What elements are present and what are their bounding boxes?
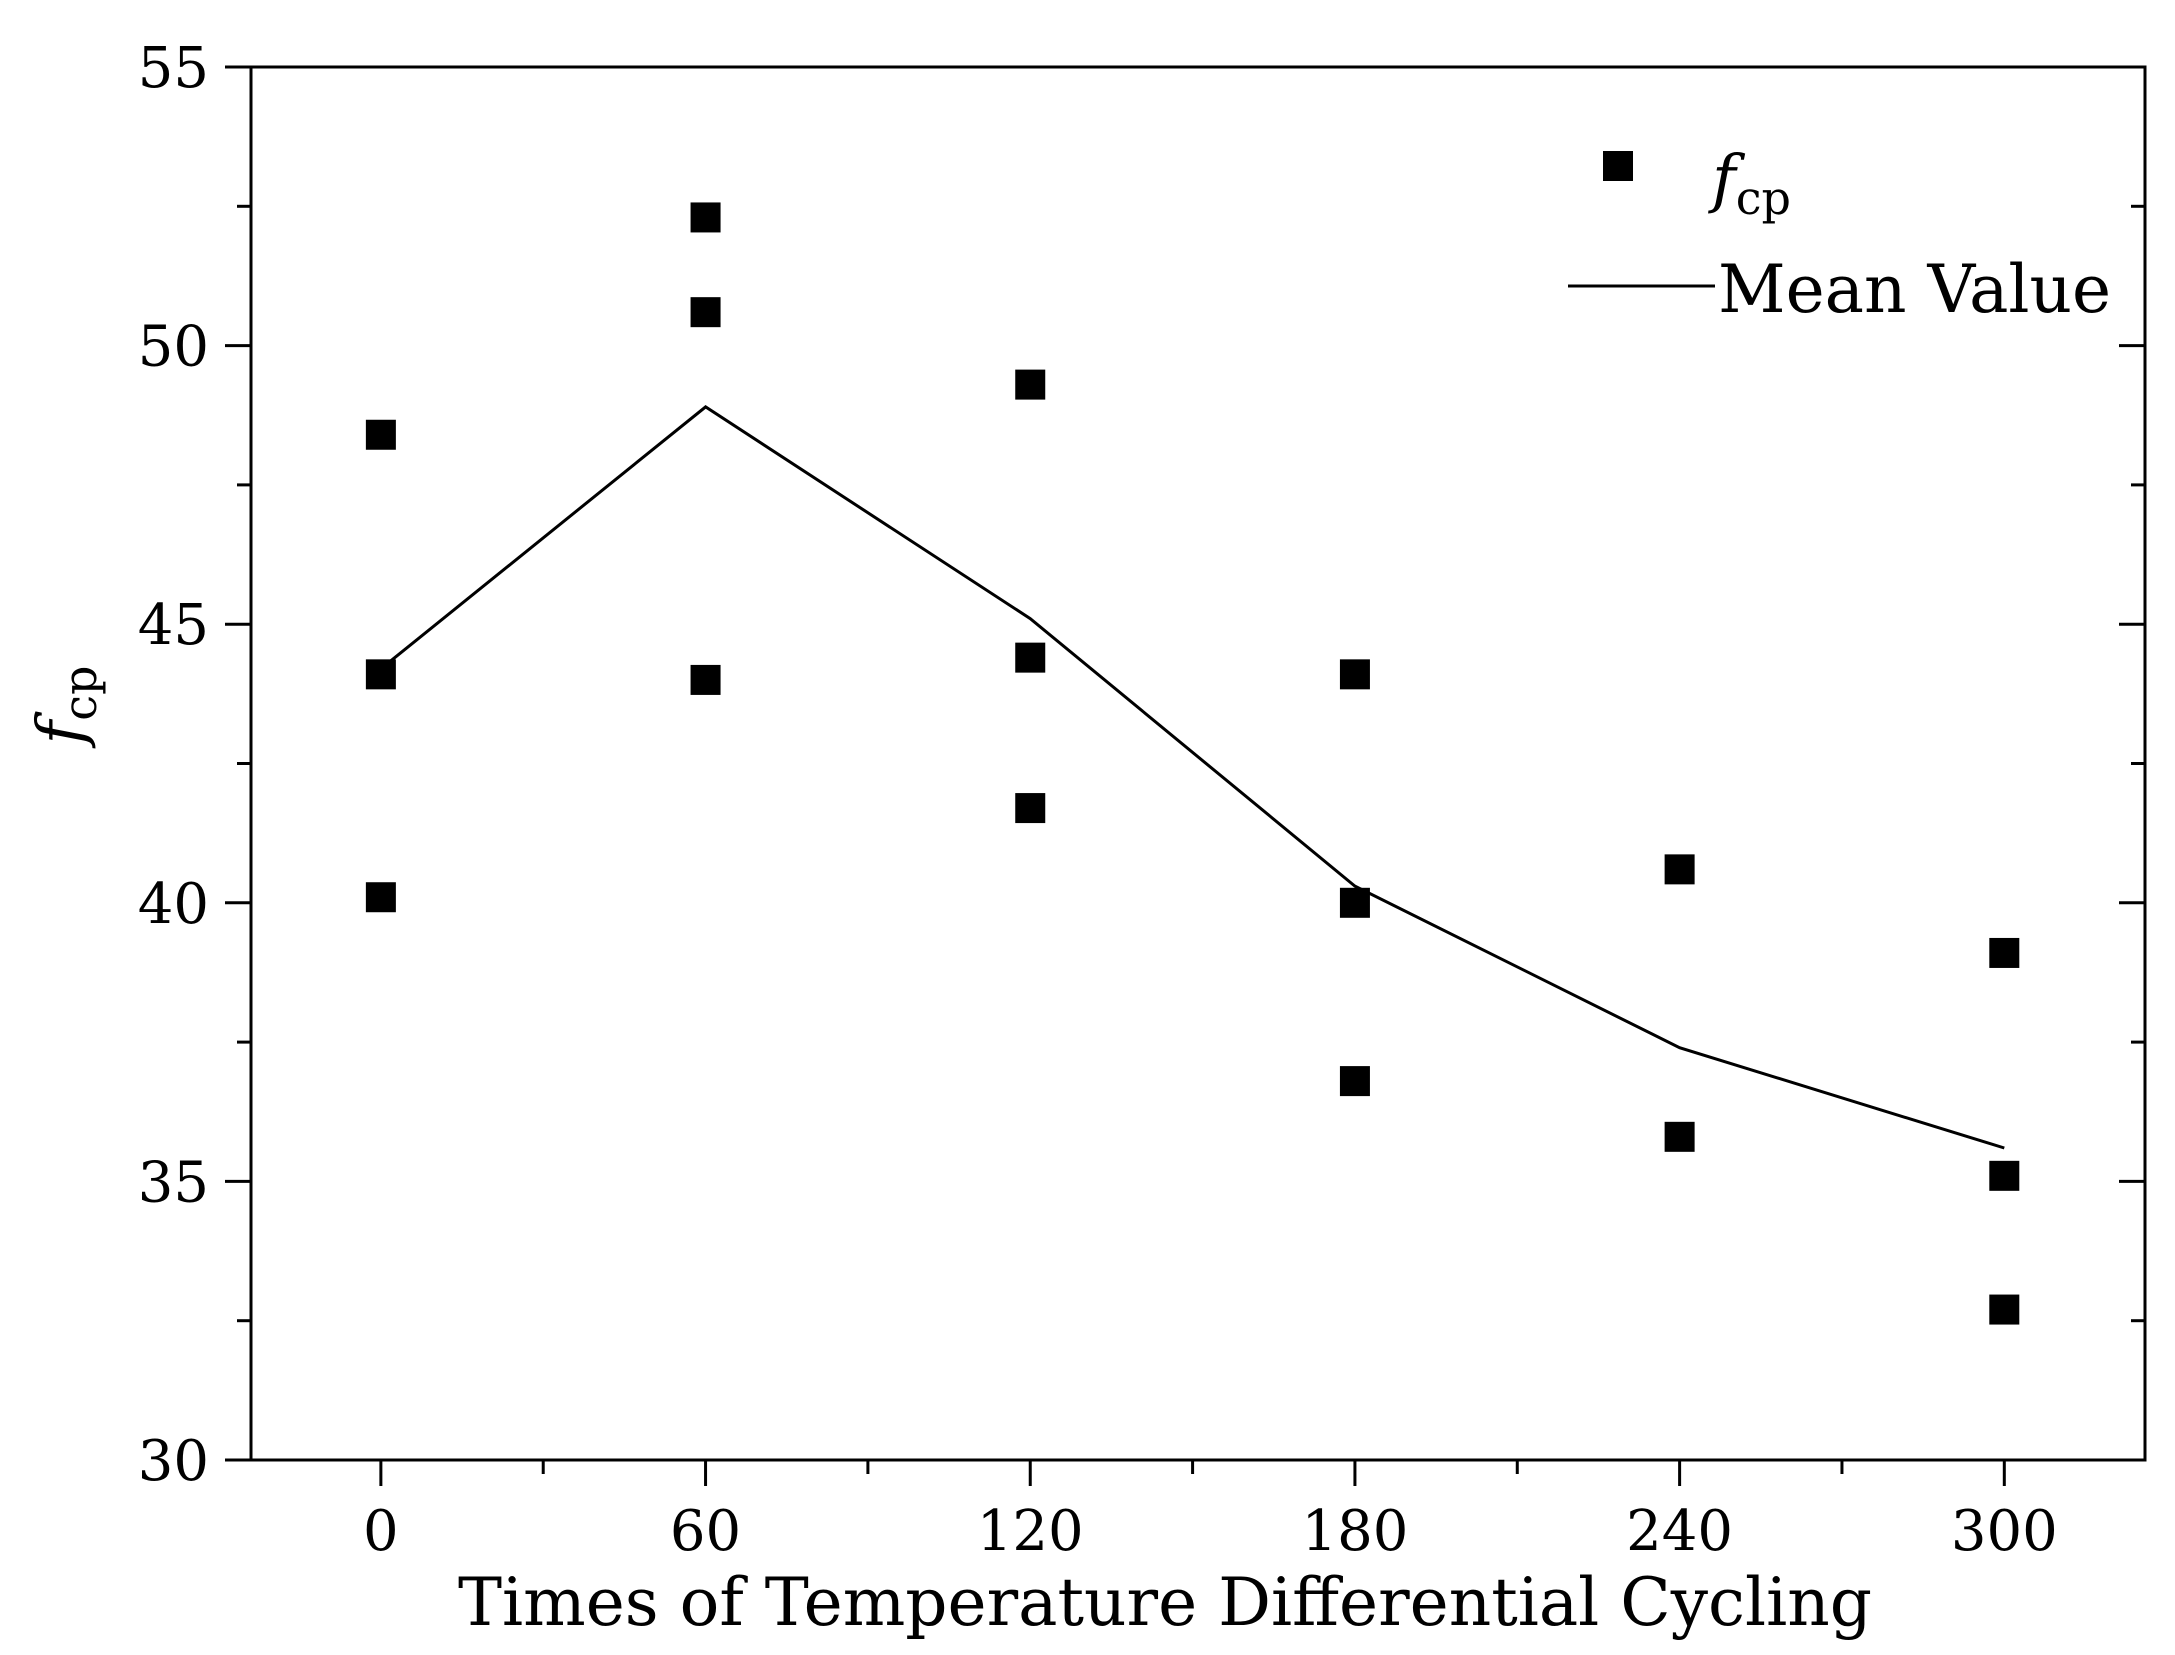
data-point-square — [365, 659, 396, 690]
data-point-square — [365, 882, 396, 913]
data-point-square — [690, 664, 721, 695]
data-point-square — [1664, 1121, 1695, 1152]
data-point-square — [1989, 937, 2020, 968]
x-tick-label: 300 — [1951, 1499, 2058, 1564]
data-point-square — [365, 419, 396, 450]
x-axis-title: Times of Temperature Differential Cyclin… — [458, 1564, 1872, 1641]
legend-label-mean-value: Mean Value — [1718, 251, 2111, 328]
legend-label-fcp-sub: cp — [1736, 171, 1791, 225]
data-point-square — [1015, 369, 1046, 400]
data-point-square — [690, 202, 721, 233]
series-layer — [365, 202, 2020, 1325]
legend-marker-square — [1603, 151, 1633, 181]
y-tick-label: 50 — [138, 315, 209, 380]
mean-value-line — [379, 405, 2005, 1150]
data-point-square — [1989, 1294, 2020, 1325]
x-tick-label: 120 — [977, 1499, 1084, 1564]
plot-frame — [249, 65, 2147, 1462]
legend: fcp Mean Value — [1568, 142, 2111, 328]
data-point-square — [1989, 1160, 2020, 1191]
x-tick-label: 0 — [363, 1499, 399, 1564]
y-tick-label: 55 — [138, 36, 209, 101]
data-point-square — [1339, 659, 1370, 690]
x-tick-label: 60 — [670, 1499, 741, 1564]
data-point-square — [1015, 793, 1046, 824]
data-point-square — [1664, 854, 1695, 885]
tick-labels: 0 60 120 180 240 300 30 35 40 45 50 55 — [138, 36, 2058, 1564]
y-tick-label: 40 — [138, 872, 209, 937]
data-point-square — [1339, 1066, 1370, 1097]
data-point-square — [1339, 887, 1370, 918]
y-tick-label: 35 — [138, 1150, 209, 1215]
y-tick-label: 45 — [138, 593, 209, 658]
data-point-square — [1015, 642, 1046, 673]
x-tick-label: 240 — [1626, 1499, 1733, 1564]
y-tick-label: 30 — [138, 1429, 209, 1494]
legend-label-fcp: fcp — [1708, 142, 1791, 225]
x-tick-label: 180 — [1301, 1499, 1408, 1564]
data-point-square — [690, 297, 721, 328]
y-axis-title-sub: cp — [53, 666, 107, 721]
